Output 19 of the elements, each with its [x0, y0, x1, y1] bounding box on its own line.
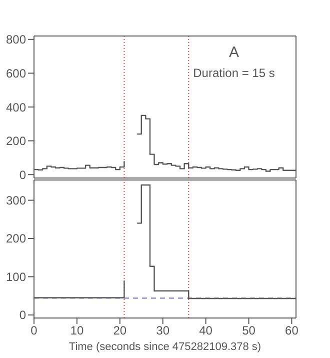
- annotation: Duration = 15 s: [192, 66, 276, 80]
- x-tick-label: 50: [242, 324, 256, 338]
- y-tick-label: 200: [6, 134, 26, 148]
- x-tick-label: 20: [113, 324, 127, 338]
- y-tick-label: 200: [6, 232, 26, 246]
- y-tick-label: 400: [6, 100, 26, 114]
- x-axis-title: Time (seconds since 475282109.378 s): [68, 341, 262, 353]
- x-tick-label: 10: [70, 324, 84, 338]
- y-tick-label: 100: [6, 270, 26, 284]
- x-tick-label: 40: [199, 324, 213, 338]
- x-tick-label: 0: [30, 324, 38, 338]
- y-tick-label: 800: [6, 32, 26, 47]
- y-tick-label: 0: [19, 168, 26, 182]
- y-tick-label: 300: [6, 194, 26, 208]
- y-tick-label: 600: [6, 66, 26, 80]
- x-tick-label: 60: [285, 324, 299, 338]
- annotation: A: [228, 44, 240, 61]
- y-tick-label: 0: [19, 308, 26, 322]
- x-tick-label: 30: [156, 324, 170, 338]
